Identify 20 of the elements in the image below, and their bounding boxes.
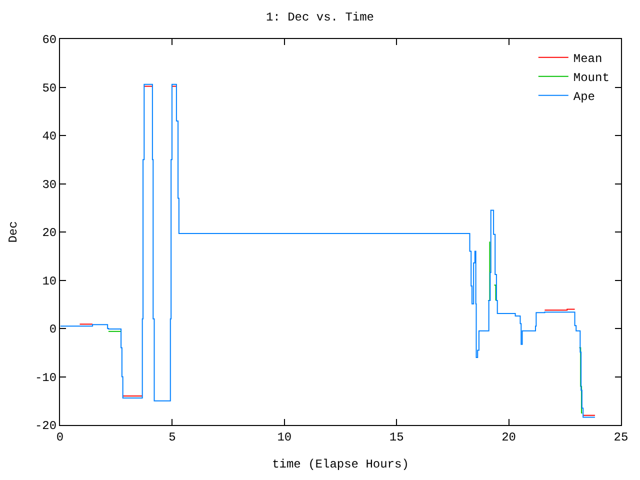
y-axis-title: Dec — [6, 221, 20, 243]
x-tick-label: 5 — [168, 430, 176, 444]
y-tick-label: 50 — [42, 81, 57, 96]
y-tick-label: 60 — [42, 33, 57, 48]
x-axis-title: time (Elapse Hours) — [272, 457, 409, 472]
y-tick-label: 20 — [42, 226, 57, 240]
x-tick-label: 15 — [389, 430, 404, 444]
legend-label: Mean — [573, 52, 602, 66]
y-tick-label: 0 — [49, 322, 57, 337]
y-tick-label: -10 — [34, 370, 57, 385]
y-tick-label: 40 — [42, 130, 57, 144]
x-tick-label: 25 — [614, 430, 628, 444]
y-tick-label: 30 — [42, 178, 57, 192]
chart-title: 1: Dec vs. Time — [266, 10, 374, 24]
x-tick-label: 10 — [277, 430, 292, 444]
y-tick-label: -20 — [34, 419, 57, 434]
legend-label: Mount — [573, 71, 610, 86]
y-tick-label: 10 — [42, 274, 57, 288]
legend-label: Ape — [573, 90, 595, 104]
x-tick-label: 20 — [502, 430, 516, 444]
